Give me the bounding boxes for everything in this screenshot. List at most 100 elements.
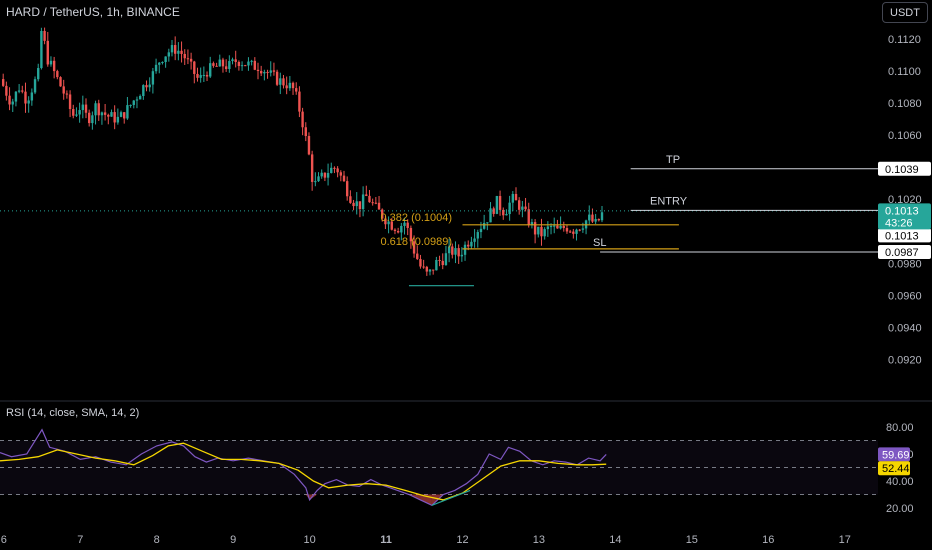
candles — [1, 27, 604, 276]
price-tag-tp: 0.1039 — [878, 161, 931, 176]
fib-label: 0.382 (0.1004) — [380, 212, 452, 224]
last-price-value: 0.1013 — [885, 205, 919, 217]
candle-body — [416, 253, 419, 259]
y-tick-label: 0.1080 — [888, 98, 922, 110]
rsi-title: RSI (14, close, SMA, 14, 2) — [6, 407, 140, 419]
candle-body — [435, 259, 438, 271]
candle-body — [237, 61, 241, 66]
candle-body — [537, 226, 540, 235]
price-tag-tp-bg — [878, 161, 931, 176]
candle-body — [37, 68, 40, 80]
candle-body — [17, 90, 21, 92]
candle-body — [517, 200, 521, 210]
y-tick-label: 0.0920 — [888, 354, 922, 366]
candle-body — [467, 244, 470, 247]
x-tick-label: 12 — [456, 534, 468, 546]
y-tick-label: 0.0960 — [888, 290, 922, 302]
candle-body — [240, 65, 244, 67]
candle-body — [107, 114, 110, 117]
candle-body — [377, 202, 381, 210]
candle-body — [575, 229, 578, 234]
candle-body — [97, 103, 100, 116]
candle-body — [384, 218, 387, 225]
candle-body — [572, 231, 575, 234]
candle-body — [457, 248, 460, 257]
rsi-tick-label: 80.00 — [886, 422, 914, 434]
candle-body — [68, 94, 72, 110]
candle-body — [381, 209, 384, 219]
candle-body — [14, 91, 18, 102]
x-tick-label: 7 — [77, 534, 83, 546]
candle-body — [119, 112, 123, 117]
candle-body — [486, 222, 489, 224]
candle-body — [253, 60, 257, 70]
x-tick-label: 16 — [762, 534, 774, 546]
candle-body — [533, 222, 537, 235]
candle-body — [116, 116, 120, 123]
candle-body — [403, 222, 406, 226]
currency-button[interactable]: USDT — [882, 2, 928, 23]
candle-body — [345, 181, 349, 197]
candle-body — [72, 109, 75, 116]
candle-body — [224, 66, 228, 70]
candle-body — [113, 112, 116, 123]
candle-body — [167, 52, 171, 57]
candle-body — [221, 59, 225, 67]
candle-body — [406, 222, 409, 228]
candle-body — [581, 228, 585, 230]
candle-body — [132, 100, 135, 105]
price-tag-entry-bg — [878, 228, 931, 243]
candle-body — [78, 110, 81, 115]
candle-body — [151, 71, 155, 85]
candle-body — [508, 202, 511, 215]
candle-body — [288, 82, 292, 89]
candle-body — [368, 195, 371, 203]
price-tag-entry: 0.1013 — [878, 228, 931, 243]
candle-body — [492, 208, 495, 214]
candle-body — [126, 105, 129, 119]
candle-body — [451, 246, 454, 255]
candle-body — [326, 172, 330, 178]
candle-body — [180, 50, 183, 54]
candle-body — [189, 58, 193, 62]
candle-body — [100, 112, 104, 116]
candle-body — [530, 222, 534, 225]
candle-body — [387, 221, 390, 225]
candle-body — [393, 229, 397, 231]
candle-body — [489, 208, 492, 223]
candle-body — [279, 78, 282, 85]
candle-body — [193, 61, 196, 74]
candle-body — [301, 111, 304, 128]
candle-body — [556, 225, 559, 229]
candle-body — [256, 69, 260, 72]
rsi-tick-label: 20.00 — [886, 503, 914, 515]
last-price-countdown: 43:26 — [885, 217, 913, 229]
rsi-sma-text: 52.44 — [882, 463, 910, 475]
candle-body — [342, 175, 346, 182]
candle-body — [419, 258, 422, 267]
candle-body — [594, 219, 597, 222]
candle-body — [358, 201, 362, 210]
candle-body — [511, 193, 515, 203]
candle-body — [333, 167, 336, 169]
candle-body — [65, 93, 69, 95]
price-tag-tp-text: 0.1039 — [885, 164, 919, 176]
candle-body — [231, 59, 234, 62]
candle-body — [142, 85, 145, 97]
candle-body — [186, 58, 190, 60]
x-tick-label: 8 — [154, 534, 160, 546]
candle-body — [218, 59, 221, 67]
chart-title: HARD / TetherUS, 1h, BINANCE — [6, 5, 180, 19]
candle-body — [11, 101, 14, 105]
candle-body — [1, 79, 5, 86]
candle-body — [228, 61, 231, 70]
candle-body — [209, 63, 212, 77]
rsi-oversold-fill — [309, 494, 318, 500]
candle-body — [320, 172, 323, 177]
candle-body — [352, 202, 355, 207]
candle-body — [505, 214, 508, 216]
axes: 0.11200.11000.10800.10600.10200.09800.09… — [1, 34, 931, 546]
candle-body — [94, 103, 97, 116]
candle-body — [40, 30, 43, 69]
